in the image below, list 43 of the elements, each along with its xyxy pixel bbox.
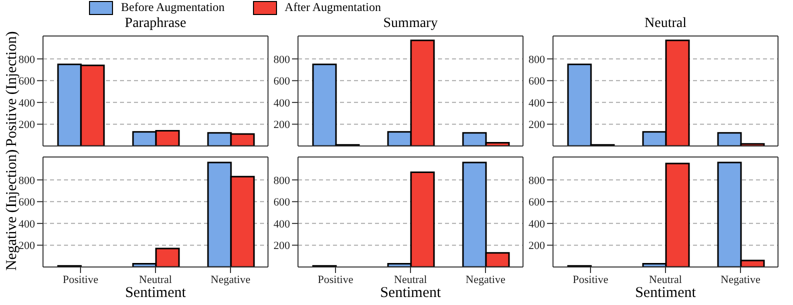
x-tick-label: Negative bbox=[720, 274, 760, 286]
y-tick-label: 800 bbox=[274, 54, 290, 66]
y-tick-label: 200 bbox=[18, 240, 36, 252]
x-tick-label: Negative bbox=[210, 274, 250, 286]
y-tick-label: 800 bbox=[18, 54, 36, 66]
x-tick-label: Positive bbox=[572, 274, 608, 286]
y-tick-label: 600 bbox=[274, 76, 290, 88]
chart-title: Neutral bbox=[644, 16, 688, 32]
y-tick-label: 800 bbox=[528, 54, 546, 66]
y-tick-label: 200 bbox=[528, 119, 546, 132]
y-tick-label: 200 bbox=[528, 240, 546, 252]
y-axis-title: Positive (Injection) bbox=[4, 31, 20, 147]
x-tick-label: Neutral bbox=[649, 274, 682, 286]
y-tick-label: 600 bbox=[528, 196, 546, 209]
x-tick-label: Positive bbox=[318, 274, 354, 286]
legend-label: Before Augmentation bbox=[121, 0, 225, 15]
legend-label: After Augmentation bbox=[284, 0, 381, 15]
y-tick-label: 400 bbox=[274, 218, 290, 230]
y-tick-label: 200 bbox=[18, 119, 36, 132]
y-tick-label: 400 bbox=[528, 218, 546, 230]
x-tick-label: Negative bbox=[466, 274, 506, 286]
x-tick-label: Neutral bbox=[139, 274, 172, 286]
y-axis-title: Negative (Injection) bbox=[4, 149, 20, 271]
y-tick-label: 800 bbox=[528, 174, 546, 187]
y-tick-label: 200 bbox=[274, 240, 290, 252]
y-tick-label: 600 bbox=[18, 76, 36, 88]
x-axis-title: Sentiment bbox=[634, 285, 697, 302]
y-tick-label: 800 bbox=[274, 174, 290, 187]
y-tick-label: 600 bbox=[274, 196, 290, 209]
x-axis-title: Sentiment bbox=[124, 285, 187, 302]
y-tick-label: 400 bbox=[528, 97, 546, 110]
y-tick-label: 400 bbox=[18, 97, 36, 110]
y-tick-label: 800 bbox=[18, 174, 36, 187]
chart-title: Paraphrase bbox=[124, 16, 188, 32]
y-tick-label: 600 bbox=[18, 196, 36, 209]
y-tick-label: 200 bbox=[274, 119, 290, 132]
chart-title: Summary bbox=[382, 16, 439, 32]
y-tick-label: 400 bbox=[18, 218, 36, 230]
y-tick-label: 600 bbox=[528, 76, 546, 88]
y-tick-label: 400 bbox=[274, 97, 290, 110]
x-tick-label: Positive bbox=[62, 274, 98, 286]
x-tick-label: Neutral bbox=[394, 274, 427, 286]
x-axis-title: Sentiment bbox=[379, 285, 442, 302]
